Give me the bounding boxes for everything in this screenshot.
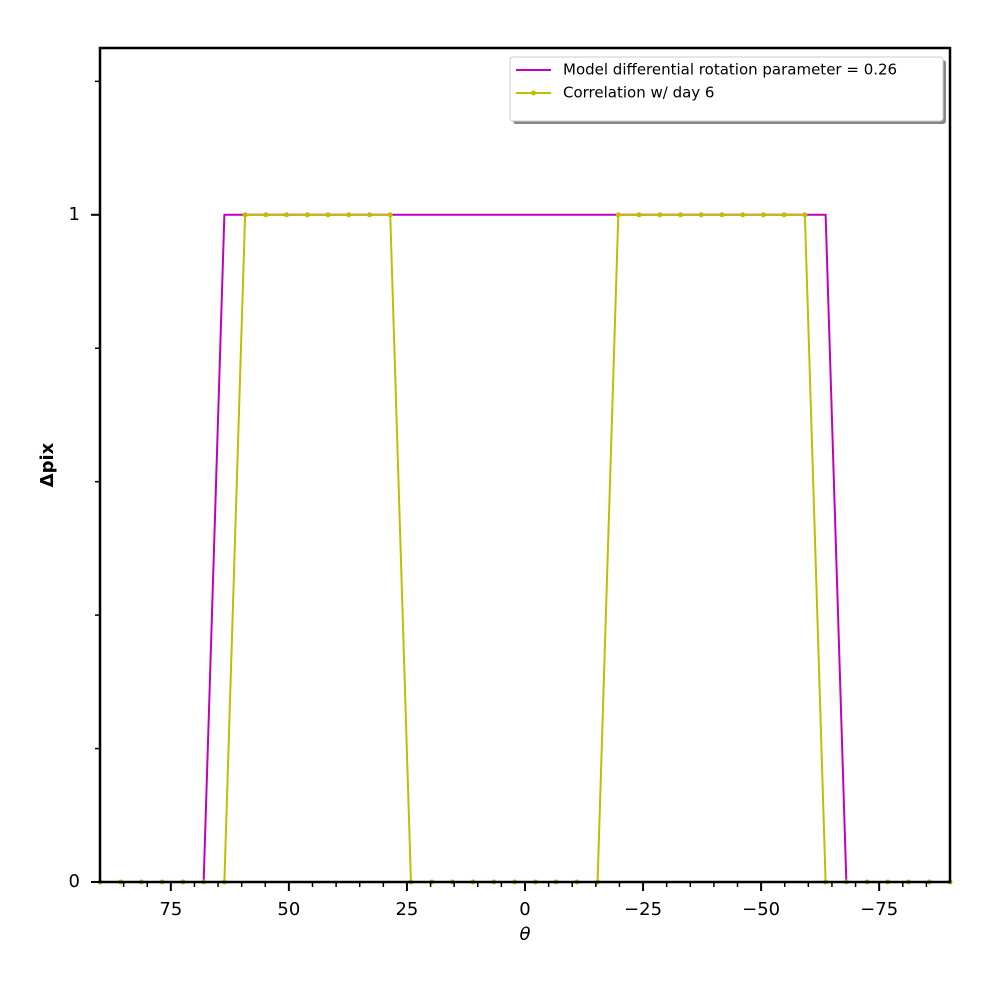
data-point: [615, 212, 621, 218]
x-axis-label: θ: [519, 924, 530, 945]
data-point: [284, 212, 290, 218]
y-axis-label: Δpix: [37, 442, 58, 487]
legend-label: Model differential rotation parameter = …: [563, 61, 897, 79]
data-point: [678, 212, 684, 218]
y-tick-label: 1: [69, 204, 80, 225]
x-tick-label: 50: [277, 899, 300, 920]
data-point: [242, 212, 248, 218]
data-point: [636, 212, 642, 218]
x-tick-label: −25: [624, 899, 662, 920]
legend-box: [509, 56, 944, 122]
data-point: [698, 212, 704, 218]
data-point: [657, 212, 663, 218]
data-point: [802, 212, 808, 218]
data-point: [387, 212, 393, 218]
x-tick-label: −50: [742, 899, 780, 920]
data-point: [740, 212, 746, 218]
legend: Model differential rotation parameter = …: [509, 56, 946, 124]
legend-marker: [531, 90, 536, 96]
data-point: [781, 212, 787, 218]
x-tick-label: 25: [395, 899, 418, 920]
x-tick-label: 0: [519, 899, 530, 920]
data-line: [100, 213, 950, 883]
data-point: [366, 212, 372, 218]
data-point: [346, 212, 352, 218]
x-tick-label: 75: [159, 899, 182, 920]
x-tick-label: −75: [860, 899, 898, 920]
data-point: [760, 212, 766, 218]
data-point: [719, 212, 725, 218]
data-point: [325, 212, 331, 218]
data-point: [263, 212, 269, 218]
legend-label: Correlation w/ day 6: [563, 84, 714, 102]
data-point: [304, 212, 310, 218]
y-tick-label: 0: [69, 871, 80, 892]
